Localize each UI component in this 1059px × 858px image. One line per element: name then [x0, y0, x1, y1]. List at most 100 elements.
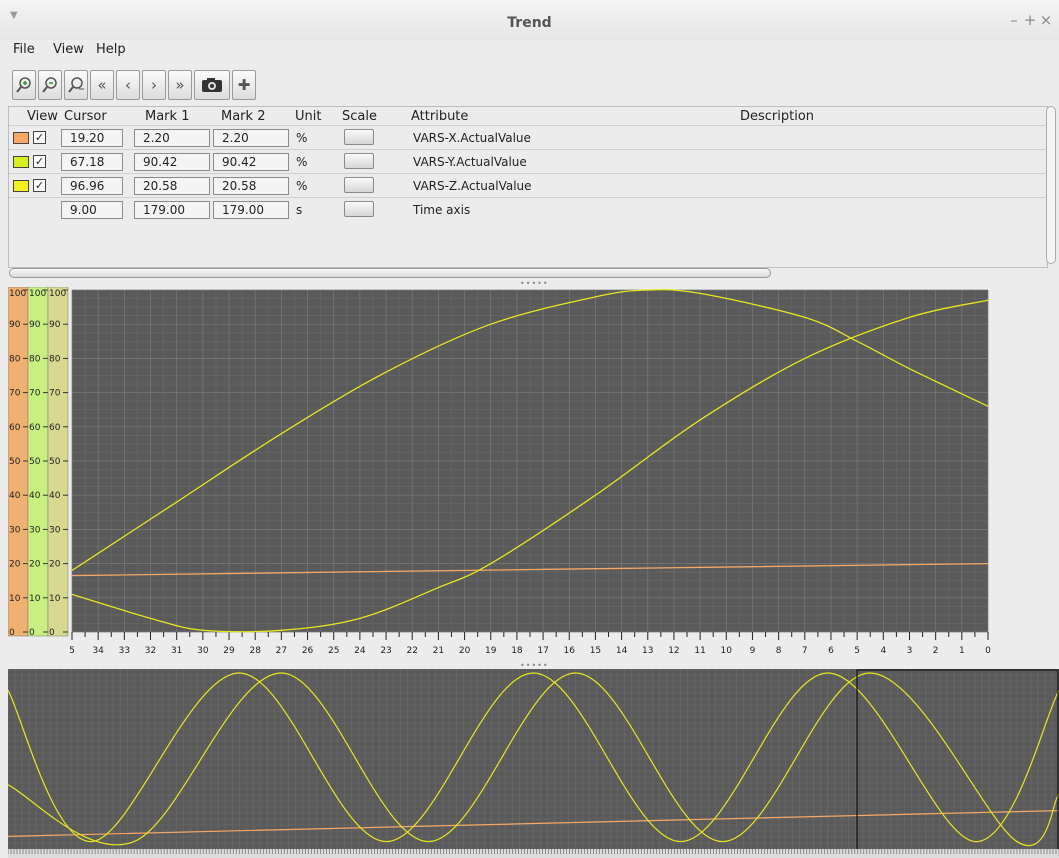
- y-tick-label: 30: [29, 525, 41, 535]
- overview-series-line: [8, 672, 1059, 846]
- header-description[interactable]: Description: [740, 109, 815, 124]
- attribute-name: VARS-Y.ActualValue: [413, 155, 527, 169]
- y-tick-label: 80: [29, 354, 41, 364]
- color-swatch[interactable]: [13, 156, 29, 168]
- y-tick-label: 40: [49, 491, 61, 501]
- horizontal-scrollbar[interactable]: [9, 268, 771, 278]
- color-swatch[interactable]: [13, 132, 29, 144]
- x-tick-label: 11: [694, 646, 705, 656]
- x-tick-label: 28: [249, 646, 261, 656]
- x-tick-label: 33: [119, 646, 130, 656]
- splitter-handle[interactable]: •••••: [520, 661, 549, 670]
- cursor-value[interactable]: 9.00: [61, 201, 123, 219]
- mark1-value[interactable]: 179.00: [134, 201, 210, 219]
- title-bar: ▼ Trend – + ×: [0, 0, 1059, 40]
- mark1-value[interactable]: 90.42: [134, 153, 210, 171]
- table-row[interactable]: 9.00 179.00 179.00 s Time axis: [9, 197, 1047, 221]
- cursor-value[interactable]: 19.20: [61, 129, 123, 147]
- y-tick-label: 90: [29, 320, 41, 330]
- menu-bar: File View Help: [0, 40, 1059, 62]
- y-tick-label: 30: [49, 525, 61, 535]
- scroll-right-button[interactable]: ›: [142, 70, 166, 100]
- overview-chart[interactable]: [8, 669, 1059, 858]
- mark2-value[interactable]: 2.20: [213, 129, 289, 147]
- maximize-icon[interactable]: +: [1023, 11, 1037, 29]
- attribute-name: Time axis: [413, 203, 471, 217]
- menu-view[interactable]: View: [53, 42, 84, 57]
- scroll-fast-right-button[interactable]: »: [168, 70, 192, 100]
- x-tick-label: 8: [776, 646, 782, 656]
- overview-series-line: [8, 672, 1059, 843]
- table-row[interactable]: ✓ 96.96 20.58 20.58 % VARS-Z.ActualValue: [9, 173, 1047, 197]
- zoom-reset-button[interactable]: [64, 70, 88, 100]
- zoom-in-button[interactable]: [12, 70, 36, 100]
- menu-file[interactable]: File: [13, 42, 35, 57]
- header-mark2[interactable]: Mark 2: [221, 109, 266, 124]
- header-attribute[interactable]: Attribute: [411, 109, 469, 124]
- x-tick-label: 30: [197, 646, 209, 656]
- scale-button[interactable]: [344, 201, 374, 217]
- vertical-scrollbar[interactable]: [1046, 106, 1056, 264]
- view-checkbox[interactable]: ✓: [33, 131, 46, 144]
- color-swatch[interactable]: [13, 180, 29, 192]
- x-tick-label: 26: [302, 646, 314, 656]
- x-tick-label: 32: [145, 646, 156, 656]
- y-tick-label: 10: [9, 594, 21, 604]
- scale-button[interactable]: [344, 177, 374, 193]
- x-tick-label: 7: [802, 646, 808, 656]
- view-checkbox[interactable]: ✓: [33, 179, 46, 192]
- add-button[interactable]: ✚: [232, 70, 256, 100]
- y-tick-label: 70: [49, 389, 61, 399]
- y-tick-label: 0: [9, 628, 15, 638]
- window-menu-icon[interactable]: ▼: [10, 10, 18, 21]
- trend-chart[interactable]: 1009080706050403020100100908070605040302…: [8, 287, 1000, 667]
- y-tick-label: 90: [9, 320, 21, 330]
- window-title: Trend: [507, 15, 552, 31]
- y-tick-label: 0: [29, 628, 35, 638]
- table-row[interactable]: ✓ 67.18 90.42 90.42 % VARS-Y.ActualValue: [9, 149, 1047, 173]
- scale-button[interactable]: [344, 129, 374, 145]
- mark1-value[interactable]: 20.58: [134, 177, 210, 195]
- scroll-left-button[interactable]: ‹: [116, 70, 140, 100]
- scroll-fast-left-button[interactable]: «: [90, 70, 114, 100]
- minimize-icon[interactable]: –: [1010, 11, 1018, 29]
- header-cursor[interactable]: Cursor: [64, 109, 107, 124]
- close-icon[interactable]: ×: [1039, 11, 1053, 29]
- mark2-value[interactable]: 90.42: [213, 153, 289, 171]
- y-tick-label: 100: [29, 289, 46, 299]
- scroll-fast-left-icon: «: [97, 76, 107, 94]
- menu-help[interactable]: Help: [96, 42, 126, 57]
- splitter-handle[interactable]: •••••: [520, 279, 549, 288]
- x-tick-label: 20: [459, 646, 471, 656]
- header-view[interactable]: View: [27, 109, 58, 124]
- y-tick-label: 10: [29, 594, 41, 604]
- view-checkbox[interactable]: ✓: [33, 155, 46, 168]
- x-tick-label: 16: [564, 646, 576, 656]
- header-mark1[interactable]: Mark 1: [145, 109, 190, 124]
- scale-button[interactable]: [344, 153, 374, 169]
- header-unit[interactable]: Unit: [295, 109, 322, 124]
- zoom-out-button[interactable]: [38, 70, 62, 100]
- x-tick-label: 23: [380, 646, 391, 656]
- header-scale[interactable]: Scale: [342, 109, 377, 124]
- cursor-value[interactable]: 96.96: [61, 177, 123, 195]
- y-tick-label: 60: [29, 423, 41, 433]
- mark1-value[interactable]: 2.20: [134, 129, 210, 147]
- x-tick-label: 0: [985, 646, 991, 656]
- mark2-value[interactable]: 179.00: [213, 201, 289, 219]
- y-tick-label: 90: [49, 320, 61, 330]
- snapshot-button[interactable]: [194, 70, 230, 100]
- x-tick-label: 2: [933, 646, 939, 656]
- camera-icon: [202, 78, 222, 92]
- x-tick-label: 21: [433, 646, 444, 656]
- table-row[interactable]: ✓ 19.20 2.20 2.20 % VARS-X.ActualValue: [9, 125, 1047, 149]
- x-tick-label: 12: [668, 646, 679, 656]
- x-tick-label: 19: [485, 646, 497, 656]
- mark2-value[interactable]: 20.58: [213, 177, 289, 195]
- y-tick-label: 50: [9, 457, 21, 467]
- x-tick-label: 22: [407, 646, 418, 656]
- cursor-value[interactable]: 67.18: [61, 153, 123, 171]
- x-tick-label: 17: [537, 646, 548, 656]
- unit-label: %: [296, 155, 308, 169]
